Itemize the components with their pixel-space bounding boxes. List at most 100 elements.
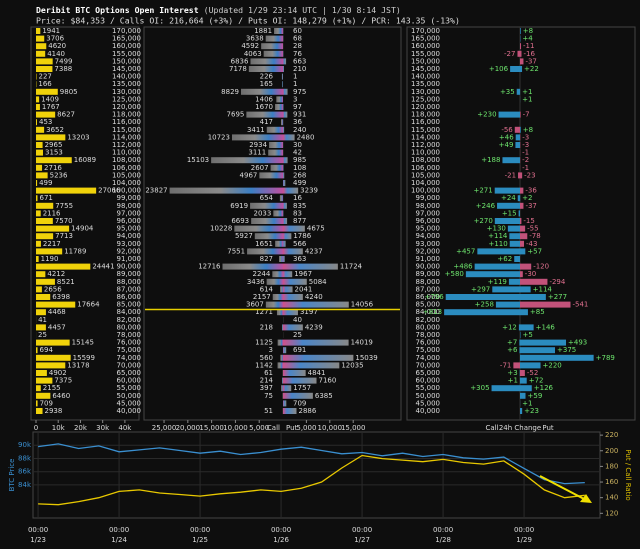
change-bar	[520, 43, 522, 50]
strike-label: 104,000	[112, 179, 141, 187]
strike-label: 70,000	[117, 361, 142, 369]
put-bar	[283, 370, 306, 376]
left-panel	[30, 26, 140, 421]
strike-label: 86,000	[117, 293, 142, 301]
value-label: 1190	[41, 255, 59, 263]
bar	[36, 301, 76, 308]
value-label: 227	[39, 73, 52, 81]
value-label: 654	[260, 194, 274, 202]
value-label: 14019	[351, 339, 373, 347]
change-bar	[520, 324, 534, 331]
change-bar	[520, 392, 526, 399]
put-bar	[283, 278, 307, 285]
value-label: 1	[293, 73, 297, 81]
value-label: 28	[293, 42, 302, 50]
change-bar	[520, 66, 523, 72]
x-tick-label: 00:00	[271, 526, 291, 534]
call-bar	[222, 263, 283, 270]
put-bar	[283, 408, 297, 414]
bar	[36, 210, 41, 217]
value-label: 709	[40, 399, 53, 407]
value-label: 4237	[305, 247, 323, 255]
put-bar	[283, 187, 299, 194]
bar	[36, 286, 42, 293]
call-bar	[246, 111, 283, 118]
bar	[36, 111, 56, 118]
value-label: 975	[293, 88, 306, 96]
strike-label: 80,000	[416, 323, 441, 331]
bar	[36, 225, 70, 232]
value-label: 210	[293, 65, 306, 73]
call-bar	[261, 43, 283, 50]
bar	[36, 324, 46, 331]
value-label: 10723	[208, 133, 230, 141]
strike-label: 50,000	[117, 392, 142, 400]
change-bar	[445, 294, 520, 300]
x-tick-label: 10,000	[318, 424, 343, 432]
change-label: +8	[523, 126, 533, 134]
change-bar	[520, 354, 594, 361]
change-bar	[520, 377, 527, 384]
value-label: 1786	[293, 232, 311, 240]
change-bar	[520, 248, 526, 255]
value-label: 61	[264, 369, 273, 377]
bar	[36, 202, 54, 209]
value-label: 1	[293, 80, 297, 88]
value-label: 4902	[49, 369, 67, 377]
change-bar	[497, 202, 520, 209]
strike-label: 89,000	[416, 270, 441, 278]
value-label: 15145	[72, 339, 94, 347]
strike-label: 104,000	[411, 179, 440, 187]
bar	[36, 149, 44, 156]
value-label: 13178	[67, 361, 89, 369]
value-label: 75	[264, 392, 273, 400]
value-label: 15599	[73, 354, 95, 362]
bar	[36, 362, 66, 369]
bar	[36, 73, 37, 80]
change-bar	[520, 301, 571, 308]
put-bar	[283, 88, 288, 95]
value-label: 4063	[244, 50, 262, 58]
value-label: 4967	[240, 171, 258, 179]
call-bar	[281, 119, 283, 126]
strike-label: 110,000	[411, 149, 440, 157]
strike-label: 155,000	[112, 50, 141, 58]
bottom-panel	[32, 431, 601, 519]
put-bar	[283, 134, 295, 141]
value-label: 16089	[74, 156, 96, 164]
call-bar	[266, 278, 283, 285]
change-label: +230	[477, 111, 496, 119]
x-tick-date: 1/26	[273, 536, 289, 544]
strike-label: 125,000	[112, 95, 141, 103]
value-label: 3153	[45, 149, 63, 157]
strike-label: 85,000	[117, 301, 142, 309]
value-label: 11789	[64, 247, 86, 255]
change-bar	[518, 172, 520, 179]
value-label: 1881	[254, 27, 272, 35]
bar	[36, 28, 41, 34]
value-label: 835	[293, 202, 306, 210]
strike-label: 80,000	[117, 323, 142, 331]
value-label: 30	[293, 141, 302, 149]
bar	[36, 134, 66, 141]
change-label: +1	[522, 88, 532, 96]
change-label: -294	[549, 278, 565, 286]
value-label: 2217	[43, 240, 61, 248]
strike-label: 150,000	[112, 57, 141, 65]
value-label: 2157	[253, 293, 271, 301]
call-bar	[169, 187, 283, 194]
change-label: +277	[548, 293, 567, 301]
series-label: Call	[485, 424, 498, 432]
value-label: 41	[38, 316, 47, 324]
value-label: 3111	[248, 149, 266, 157]
put-bar	[283, 218, 288, 224]
middle-panel	[143, 26, 402, 421]
change-label: +1	[508, 377, 518, 385]
value-label: 4468	[48, 308, 66, 316]
value-label: 2244	[252, 270, 270, 278]
x-tick-label: 5,000	[249, 424, 269, 432]
change-bar	[520, 278, 548, 285]
strike-label: 45,000	[416, 399, 441, 407]
strike-label: 88,000	[117, 278, 142, 286]
value-label: 671	[39, 194, 52, 202]
